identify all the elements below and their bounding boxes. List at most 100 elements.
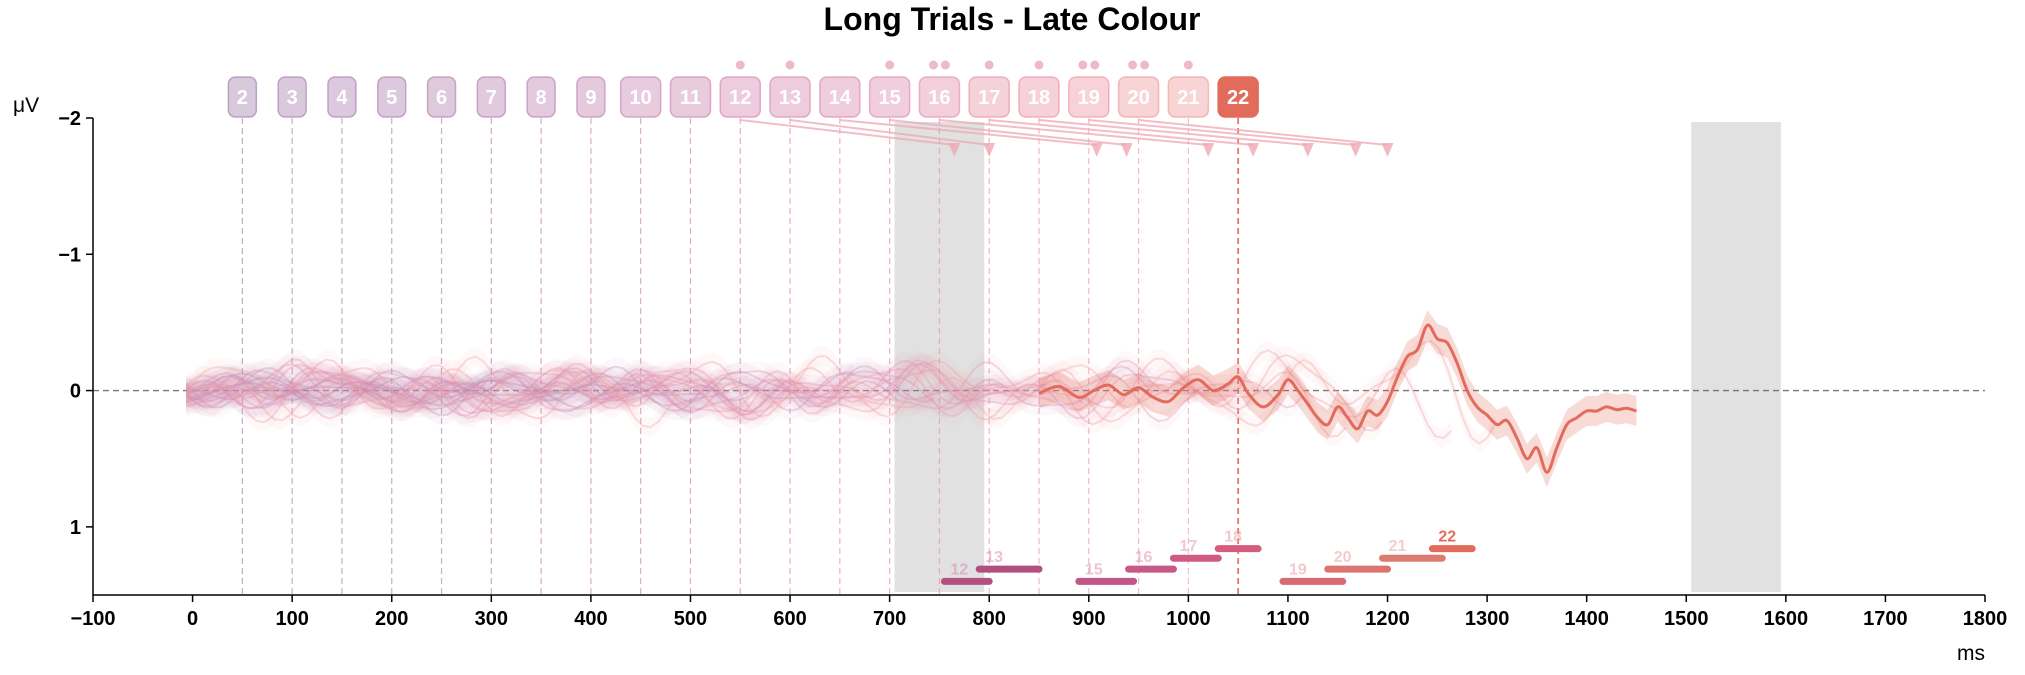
- trial-box-7: [476, 76, 507, 118]
- trace-ci-10: [186, 356, 1004, 423]
- significance-bars: 12 13 15 16 17 18 19 20 21 22: [940, 529, 1476, 585]
- trial-onset-lines: [241, 118, 1240, 595]
- trace-12: [186, 362, 1048, 417]
- trial-label-14: 14: [829, 87, 852, 109]
- trial-box-18: [1018, 76, 1060, 118]
- trial-label-9: 9: [585, 87, 596, 109]
- trial-label-21: 21: [1177, 87, 1199, 109]
- highlight-line-22: [1038, 323, 1637, 474]
- arrow-line-3: [889, 119, 1127, 146]
- trace-13: [186, 363, 1154, 417]
- x-tick-label-800: 800: [973, 608, 1006, 630]
- sig-label-19: 19: [1289, 561, 1307, 578]
- y-tick-label-0: −2: [58, 108, 81, 130]
- y-axis-unit-label: μV: [13, 94, 39, 117]
- x-tick-label-1100: 1100: [1266, 608, 1309, 630]
- trace-10: [186, 365, 1004, 414]
- arrow-head-1: [983, 143, 996, 157]
- trial-box-20: [1117, 76, 1160, 118]
- trial-label-7: 7: [486, 87, 497, 109]
- arrow-line-5: [989, 119, 1254, 146]
- trial-label-8: 8: [536, 87, 547, 109]
- trace-7: [186, 370, 854, 412]
- y-tick-label-1: −1: [58, 244, 81, 266]
- marker-dot-21-0: [1183, 60, 1193, 70]
- arrow-line-2: [839, 119, 1097, 146]
- arrow-line-7: [1088, 119, 1356, 146]
- trace-ci-2: [186, 366, 486, 417]
- marker-dot-18-0: [1034, 60, 1044, 70]
- trace-ci-14: [186, 353, 1083, 430]
- x-tick-label-300: 300: [475, 608, 508, 630]
- sig-label-13: 13: [985, 549, 1003, 566]
- trace-ci-7: [186, 361, 854, 420]
- trial-box-12: [719, 76, 762, 118]
- x-tick-label-1500: 1500: [1664, 608, 1709, 630]
- trial-label-12: 12: [729, 87, 751, 109]
- arrow-head-6: [1301, 143, 1314, 157]
- trial-label-2: 2: [237, 87, 248, 109]
- trace-3: [186, 376, 600, 407]
- trace-20: [186, 354, 1383, 432]
- trial-label-20: 20: [1127, 87, 1149, 109]
- y-tick-label-3: 1: [70, 517, 81, 539]
- trace-9: [186, 369, 899, 413]
- trial-label-4: 4: [336, 87, 348, 109]
- highlight-ci: [1039, 310, 1637, 488]
- trace-ci-8: [186, 358, 785, 422]
- highlight-trace: [1038, 310, 1637, 488]
- trial-label-15: 15: [879, 87, 901, 109]
- x-tick-label-1800: 1800: [1963, 608, 2008, 630]
- trial-label-22: 22: [1227, 87, 1249, 109]
- x-tick-label-1700: 1700: [1863, 608, 1908, 630]
- arrow-head-8: [1381, 143, 1394, 157]
- trace-ci-21: [186, 331, 1496, 454]
- trace-ci-13: [186, 354, 1153, 426]
- trial-box-14: [819, 76, 861, 118]
- trial-box-17: [968, 76, 1010, 118]
- x-tick-label-400: 400: [574, 608, 607, 630]
- trial-box-19: [1068, 76, 1110, 118]
- trial-box-4: [327, 76, 357, 118]
- trial-box-13: [769, 76, 811, 118]
- arrow-head-7: [1349, 143, 1362, 157]
- trial-box-22: [1217, 76, 1259, 118]
- sig-label-16: 16: [1135, 549, 1153, 566]
- trial-box-21: [1167, 76, 1210, 118]
- arrow-line-4: [939, 119, 1209, 146]
- marker-dot-19-1: [1090, 60, 1100, 70]
- trace-6: [186, 370, 749, 410]
- marker-dot-15-0: [885, 60, 895, 70]
- marker-dots: [735, 60, 1193, 70]
- x-tick-label-700: 700: [873, 608, 906, 630]
- x-tick-label-100: 100: [275, 608, 308, 630]
- sig-label-20: 20: [1334, 549, 1352, 566]
- arrow-head-5: [1247, 143, 1260, 157]
- x-tick-label-1000: 1000: [1166, 608, 1211, 630]
- trial-label-5: 5: [386, 87, 397, 109]
- trace-8: [186, 367, 785, 413]
- x-tick-label-1600: 1600: [1764, 608, 1809, 630]
- trace-ci-17: [186, 349, 1233, 428]
- trace-5: [186, 372, 636, 405]
- trace-ci-3: [186, 368, 599, 415]
- trial-box-2: [227, 76, 258, 118]
- background-traces: [186, 331, 1496, 454]
- trace-11: [186, 365, 934, 417]
- trace-ci-4: [186, 367, 705, 418]
- trial-label-13: 13: [779, 87, 801, 109]
- chart-title: Long Trials - Late Colour: [824, 1, 1201, 37]
- trial-label-10: 10: [630, 87, 652, 109]
- marker-dot-19-0: [1078, 60, 1088, 70]
- sig-label-22: 22: [1438, 529, 1456, 546]
- x-tick-label-600: 600: [773, 608, 806, 630]
- trial-label-6: 6: [436, 87, 447, 109]
- trace-ci-15: [186, 351, 1197, 429]
- trace-ci-11: [186, 357, 934, 425]
- trace-19: [186, 349, 1452, 440]
- trace-ci-9: [186, 361, 898, 422]
- trace-ci-20: [186, 345, 1382, 440]
- onset-arrows: [740, 119, 1394, 157]
- trace-15: [186, 360, 1197, 420]
